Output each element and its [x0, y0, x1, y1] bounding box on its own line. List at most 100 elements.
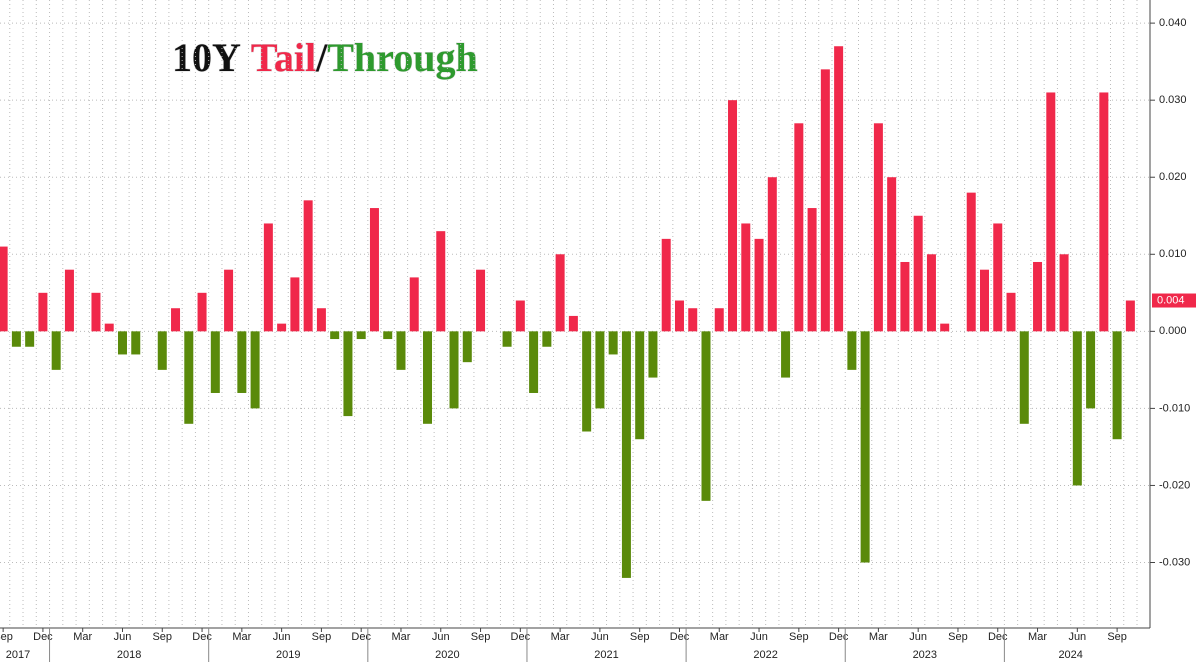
x-tick-label: Jun: [750, 631, 768, 643]
year-label: 2022: [753, 649, 777, 661]
bar: [1019, 331, 1029, 424]
bar: [542, 331, 552, 347]
bar: [714, 308, 724, 332]
bar: [171, 308, 181, 332]
x-tick-label: Sep: [948, 631, 968, 643]
bar: [51, 331, 61, 370]
bar: [25, 331, 35, 347]
bar: [781, 331, 791, 378]
bar: [555, 254, 565, 332]
y-tick-label: -0.010: [1159, 402, 1190, 414]
y-tick-label: 0.030: [1159, 94, 1187, 106]
bar: [1099, 92, 1109, 332]
title-part: Tail: [251, 35, 316, 80]
x-tick-label: Dec: [988, 631, 1008, 643]
bar: [860, 331, 870, 563]
bar: [263, 223, 273, 332]
x-tick-label: Sep: [789, 631, 809, 643]
bar: [462, 331, 472, 363]
bar: [728, 100, 738, 332]
bar: [529, 331, 539, 393]
value-label: 0.004: [1157, 294, 1185, 306]
chart-title: 10Y Tail/Through: [172, 35, 478, 80]
x-tick-label: Jun: [1068, 631, 1086, 643]
bar: [1046, 92, 1056, 332]
x-tick-label: Dec: [670, 631, 690, 643]
bar: [396, 331, 406, 370]
bar: [688, 308, 698, 332]
bar: [913, 215, 923, 332]
year-label: 2020: [435, 649, 459, 661]
x-tick-label: Mar: [710, 631, 729, 643]
bar: [847, 331, 857, 370]
x-tick-label: Mar: [73, 631, 92, 643]
y-tick-label: -0.020: [1159, 479, 1190, 491]
x-tick-label: Jun: [273, 631, 291, 643]
bar: [0, 246, 8, 332]
bar: [794, 123, 804, 332]
year-label: 2019: [276, 649, 300, 661]
y-tick-label: 0.010: [1159, 248, 1187, 260]
y-tick-label: -0.030: [1159, 556, 1190, 568]
x-tick-label: Mar: [551, 631, 570, 643]
x-tick-label: Dec: [192, 631, 212, 643]
bar: [940, 323, 950, 332]
bar: [979, 269, 989, 332]
y-tick-label: 0.040: [1159, 17, 1187, 29]
bar: [436, 231, 446, 332]
bar: [423, 331, 433, 424]
x-tick-label: Jun: [432, 631, 450, 643]
bar: [1006, 292, 1016, 332]
bar: [104, 323, 114, 332]
bar: [303, 200, 313, 332]
x-tick-label: Dec: [511, 631, 531, 643]
year-label: 2021: [594, 649, 618, 661]
bar: [197, 292, 207, 332]
bar: [582, 331, 592, 432]
y-tick-label: 0.000: [1159, 325, 1187, 337]
bar: [356, 331, 366, 340]
bar: [224, 269, 234, 332]
bar: [1033, 261, 1043, 332]
value-label-box: [1152, 293, 1196, 308]
bar: [900, 261, 910, 332]
bar: [330, 331, 340, 340]
bar: [608, 331, 618, 355]
bar: [621, 331, 631, 578]
x-tick-label: Mar: [869, 631, 888, 643]
bar: [316, 308, 326, 332]
x-tick-label: Jun: [591, 631, 609, 643]
bar: [993, 223, 1003, 332]
bar: [873, 123, 883, 332]
x-tick-label: Dec: [829, 631, 849, 643]
x-tick-label: Mar: [232, 631, 251, 643]
bar: [290, 277, 300, 332]
x-tick-label: Mar: [1028, 631, 1047, 643]
title-part: Through: [327, 35, 477, 80]
bar: [834, 46, 844, 332]
bar: [91, 292, 101, 332]
bar: [131, 331, 141, 355]
bar: [157, 331, 167, 370]
x-tick-label: Jun: [114, 631, 132, 643]
bar: [184, 331, 194, 424]
bar: [343, 331, 353, 417]
year-label: 2023: [913, 649, 937, 661]
year-label: 2024: [1058, 649, 1082, 661]
bar: [1125, 300, 1135, 332]
bar: [1086, 331, 1096, 409]
bar: [635, 331, 645, 440]
bar: [661, 238, 671, 332]
x-tick-label: Sep: [630, 631, 650, 643]
bar: [449, 331, 459, 409]
title-part: 10Y: [172, 35, 241, 80]
bar: [648, 331, 658, 378]
bar: [237, 331, 247, 393]
bar: [1072, 331, 1082, 486]
title-part: /: [315, 35, 328, 80]
bar: [1112, 331, 1122, 440]
bar: [476, 269, 486, 332]
bar: [674, 300, 684, 332]
x-tick-label: Jun: [909, 631, 927, 643]
